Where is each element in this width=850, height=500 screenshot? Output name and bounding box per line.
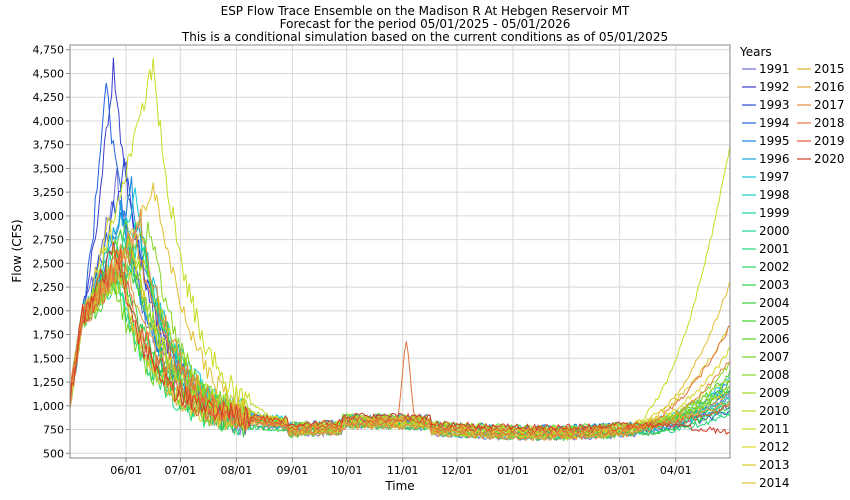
legend-entry: 1991 bbox=[759, 62, 790, 76]
legend-entry: 2020 bbox=[814, 152, 845, 166]
chart-subtitle: Forecast for the period 05/01/2025 - 05/… bbox=[280, 17, 571, 31]
y-tick-label: 3,250 bbox=[33, 186, 65, 199]
legend-entry: 1995 bbox=[759, 134, 790, 148]
legend-entry: 2003 bbox=[759, 278, 790, 292]
x-tick-label: 03/01 bbox=[604, 464, 636, 477]
legend-entry: 2002 bbox=[759, 260, 790, 274]
y-tick-label: 1,250 bbox=[33, 376, 65, 389]
legend-entry: 1992 bbox=[759, 80, 790, 94]
x-tick-label: 04/01 bbox=[660, 464, 692, 477]
legend-entry: 2001 bbox=[759, 242, 790, 256]
legend-entry: 2009 bbox=[759, 386, 790, 400]
y-axis-ticks: 500 750 1,000 1,250 1,500 1,750 2,000 2,250 2,50… bbox=[33, 44, 70, 460]
legend-entry: 2012 bbox=[759, 440, 790, 454]
legend-entry: 2015 bbox=[814, 62, 845, 76]
y-axis-label: Flow (CFS) bbox=[10, 219, 24, 282]
y-tick-label: 1,000 bbox=[33, 400, 65, 413]
x-tick-label: 09/01 bbox=[277, 464, 309, 477]
y-tick-label: 3,500 bbox=[33, 162, 65, 175]
legend-entry: 2007 bbox=[759, 350, 790, 364]
legend-entry: 2014 bbox=[759, 476, 790, 490]
chart-title: ESP Flow Trace Ensemble on the Madison R… bbox=[221, 4, 630, 18]
x-tick-label: 08/01 bbox=[221, 464, 253, 477]
x-tick-label: 06/01 bbox=[110, 464, 142, 477]
legend-entry: 1999 bbox=[759, 206, 790, 220]
y-tick-label: 1,750 bbox=[33, 329, 65, 342]
x-tick-label: 01/01 bbox=[497, 464, 529, 477]
y-tick-label: 2,250 bbox=[33, 281, 65, 294]
legend-entry: 2018 bbox=[814, 116, 845, 130]
x-tick-label: 11/01 bbox=[387, 464, 419, 477]
x-tick-label: 12/01 bbox=[441, 464, 473, 477]
legend-entry: 2016 bbox=[814, 80, 845, 94]
legend-title: Years bbox=[739, 45, 772, 59]
legend-entry: 2019 bbox=[814, 134, 845, 148]
y-tick-label: 2,500 bbox=[33, 257, 65, 270]
legend-entry: 2008 bbox=[759, 368, 790, 382]
y-tick-label: 4,000 bbox=[33, 115, 65, 128]
series-line-2018 bbox=[69, 233, 731, 438]
legend-entry: 1994 bbox=[759, 116, 790, 130]
y-tick-label: 4,500 bbox=[33, 67, 65, 80]
series-line-2019 bbox=[69, 248, 731, 435]
legend-entry: 2017 bbox=[814, 98, 845, 112]
y-tick-label: 1,500 bbox=[33, 352, 65, 365]
series-line-2020 bbox=[69, 241, 731, 436]
legend-entry: 1993 bbox=[759, 98, 790, 112]
x-tick-label: 07/01 bbox=[164, 464, 196, 477]
x-axis-ticks: 06/01 07/01 08/01 09/01 10/01 11/01 12/01 01/01… bbox=[110, 458, 692, 477]
x-tick-label: 10/01 bbox=[331, 464, 363, 477]
y-tick-label: 2,750 bbox=[33, 234, 65, 247]
legend: 1991 1992 1993 1994 1995 1996 1997 1998 1999 2000… bbox=[742, 62, 845, 490]
legend-entry: 2010 bbox=[759, 404, 790, 418]
chart-subtitle-conditions: This is a conditional simulation based o… bbox=[181, 30, 668, 44]
x-tick-label: 02/01 bbox=[553, 464, 585, 477]
legend-entry: 2006 bbox=[759, 332, 790, 346]
legend-entry: 1996 bbox=[759, 152, 790, 166]
y-tick-label: 3,000 bbox=[33, 210, 65, 223]
series-lines bbox=[69, 57, 731, 442]
legend-entry: 1998 bbox=[759, 188, 790, 202]
y-tick-label: 4,750 bbox=[33, 44, 65, 57]
x-axis-label: Time bbox=[384, 479, 414, 493]
y-tick-label: 3,750 bbox=[33, 139, 65, 152]
y-tick-label: 500 bbox=[43, 447, 64, 460]
plot-frame bbox=[69, 44, 731, 459]
y-tick-label: 2,000 bbox=[33, 305, 65, 318]
legend-entry: 2000 bbox=[759, 224, 790, 238]
legend-entry: 1997 bbox=[759, 170, 790, 184]
legend-entry: 2011 bbox=[759, 422, 790, 436]
y-tick-label: 4,250 bbox=[33, 91, 65, 104]
legend-entry: 2004 bbox=[759, 296, 790, 310]
legend-entry: 2005 bbox=[759, 314, 790, 328]
y-tick-label: 750 bbox=[43, 424, 64, 437]
legend-entry: 2013 bbox=[759, 458, 790, 472]
